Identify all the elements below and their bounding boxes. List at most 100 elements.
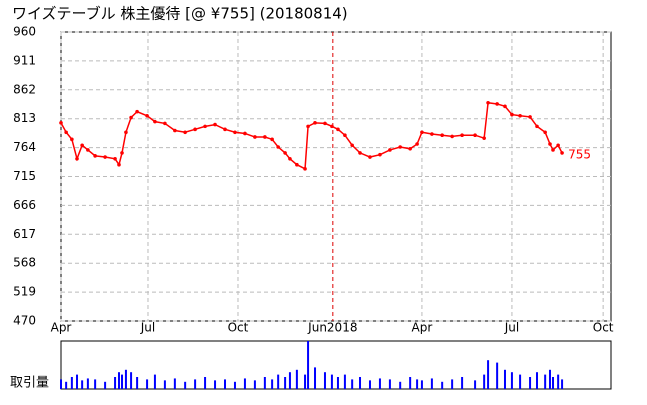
price-point xyxy=(430,132,434,136)
price-point xyxy=(330,124,334,129)
price-point xyxy=(253,135,257,139)
price-point xyxy=(420,130,424,135)
volume-bar xyxy=(314,367,317,389)
volume-bar xyxy=(184,381,187,389)
volume-bar xyxy=(263,377,266,389)
volume-bar xyxy=(561,379,564,389)
volume-bar xyxy=(557,374,560,389)
price-point xyxy=(306,124,310,129)
volume-bar xyxy=(307,341,310,389)
last-price-label: 755 xyxy=(568,147,591,161)
price-point xyxy=(295,162,299,167)
x-tick-label: Jun2018 xyxy=(307,321,357,335)
volume-bar xyxy=(136,377,139,389)
price-point xyxy=(124,130,128,135)
x-tick-label: Oct xyxy=(593,321,614,335)
volume-bar xyxy=(409,377,412,389)
price-point xyxy=(70,137,74,142)
price-point xyxy=(80,143,84,148)
volume-bar xyxy=(271,379,274,389)
price-point xyxy=(64,130,68,135)
volume-bar xyxy=(295,369,298,389)
y-tick-label: 960 xyxy=(13,25,36,39)
price-point xyxy=(415,142,419,146)
price-point xyxy=(358,151,362,155)
price-point xyxy=(368,155,372,159)
y-tick-label: 666 xyxy=(13,198,36,212)
price-point xyxy=(460,133,464,138)
volume-bar xyxy=(194,379,197,389)
volume-bar xyxy=(224,379,227,389)
price-point xyxy=(343,133,347,138)
x-tick-label: Jul xyxy=(504,321,519,335)
price-point xyxy=(173,128,177,133)
price-point xyxy=(535,124,539,129)
x-tick-label: Jul xyxy=(140,321,155,335)
price-point xyxy=(183,130,187,135)
volume-bar xyxy=(503,369,506,389)
y-tick-label: 568 xyxy=(13,256,36,270)
volume-bar xyxy=(117,372,120,389)
y-tick-label: 715 xyxy=(13,169,36,183)
volume-bar xyxy=(536,372,539,389)
volume-bar xyxy=(430,378,433,389)
volume-bar xyxy=(483,374,486,389)
volume-bar xyxy=(233,381,236,389)
price-point xyxy=(473,133,477,138)
y-tick-label: 470 xyxy=(13,314,36,328)
volume-bar xyxy=(461,377,464,389)
price-point xyxy=(243,131,247,136)
price-point xyxy=(482,136,486,140)
volume-bar xyxy=(552,377,555,389)
volume-bar xyxy=(474,380,477,389)
volume-bar xyxy=(368,380,371,389)
volume-bar xyxy=(60,379,62,389)
price-point xyxy=(323,121,327,126)
volume-bar xyxy=(204,377,207,389)
volume-bar xyxy=(351,379,354,389)
volume-bar xyxy=(336,377,339,389)
x-tick-label: Apr xyxy=(51,321,72,335)
price-point xyxy=(388,148,392,152)
volume-bar xyxy=(304,374,307,389)
volume-bar xyxy=(214,380,217,389)
y-tick-label: 519 xyxy=(13,285,36,299)
volume-bar xyxy=(420,380,423,389)
price-point xyxy=(203,124,207,129)
price-point xyxy=(528,115,532,119)
price-point xyxy=(59,121,63,125)
volume-bar xyxy=(104,381,107,389)
chart-title: ワイズテーブル 株主優待 [@ ¥755] (20180814) xyxy=(12,5,348,23)
price-point xyxy=(120,151,124,155)
volume-bar xyxy=(343,374,346,389)
volume-bar xyxy=(548,369,551,389)
price-point xyxy=(551,148,555,152)
price-point xyxy=(135,109,139,114)
y-tick-label: 617 xyxy=(13,227,36,241)
y-tick-label: 911 xyxy=(13,53,36,67)
price-point xyxy=(283,151,287,155)
price-point xyxy=(75,157,79,161)
price-point xyxy=(213,122,217,127)
y-tick-label: 764 xyxy=(13,140,36,154)
volume-bar xyxy=(284,377,287,389)
volume-bar xyxy=(163,380,166,389)
price-point xyxy=(495,102,499,106)
x-tick-label: Apr xyxy=(412,321,433,335)
price-point xyxy=(263,135,267,139)
volume-bar xyxy=(130,372,133,389)
volume-area xyxy=(60,340,612,390)
volume-bar xyxy=(529,377,532,389)
volume-bar xyxy=(323,372,326,389)
price-point xyxy=(336,127,340,132)
volume-bar xyxy=(81,380,84,389)
volume-bar xyxy=(146,379,149,389)
price-point xyxy=(518,113,522,118)
volume-bar xyxy=(86,378,89,389)
volume-bar xyxy=(70,377,73,389)
volume-bar xyxy=(359,377,362,389)
volume-label: 取引量 xyxy=(10,376,49,391)
volume-bar xyxy=(288,372,291,389)
volume-bar xyxy=(124,369,127,389)
